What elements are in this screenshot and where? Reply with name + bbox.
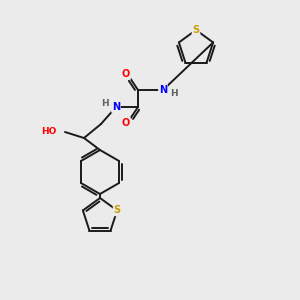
Text: O: O <box>122 69 130 79</box>
Text: N: N <box>159 85 167 95</box>
Text: S: S <box>114 206 121 215</box>
Text: HO: HO <box>42 128 57 136</box>
Text: H: H <box>101 98 109 107</box>
Text: N: N <box>112 102 120 112</box>
Text: H: H <box>170 88 178 98</box>
Text: S: S <box>192 25 200 35</box>
Text: O: O <box>122 118 130 128</box>
